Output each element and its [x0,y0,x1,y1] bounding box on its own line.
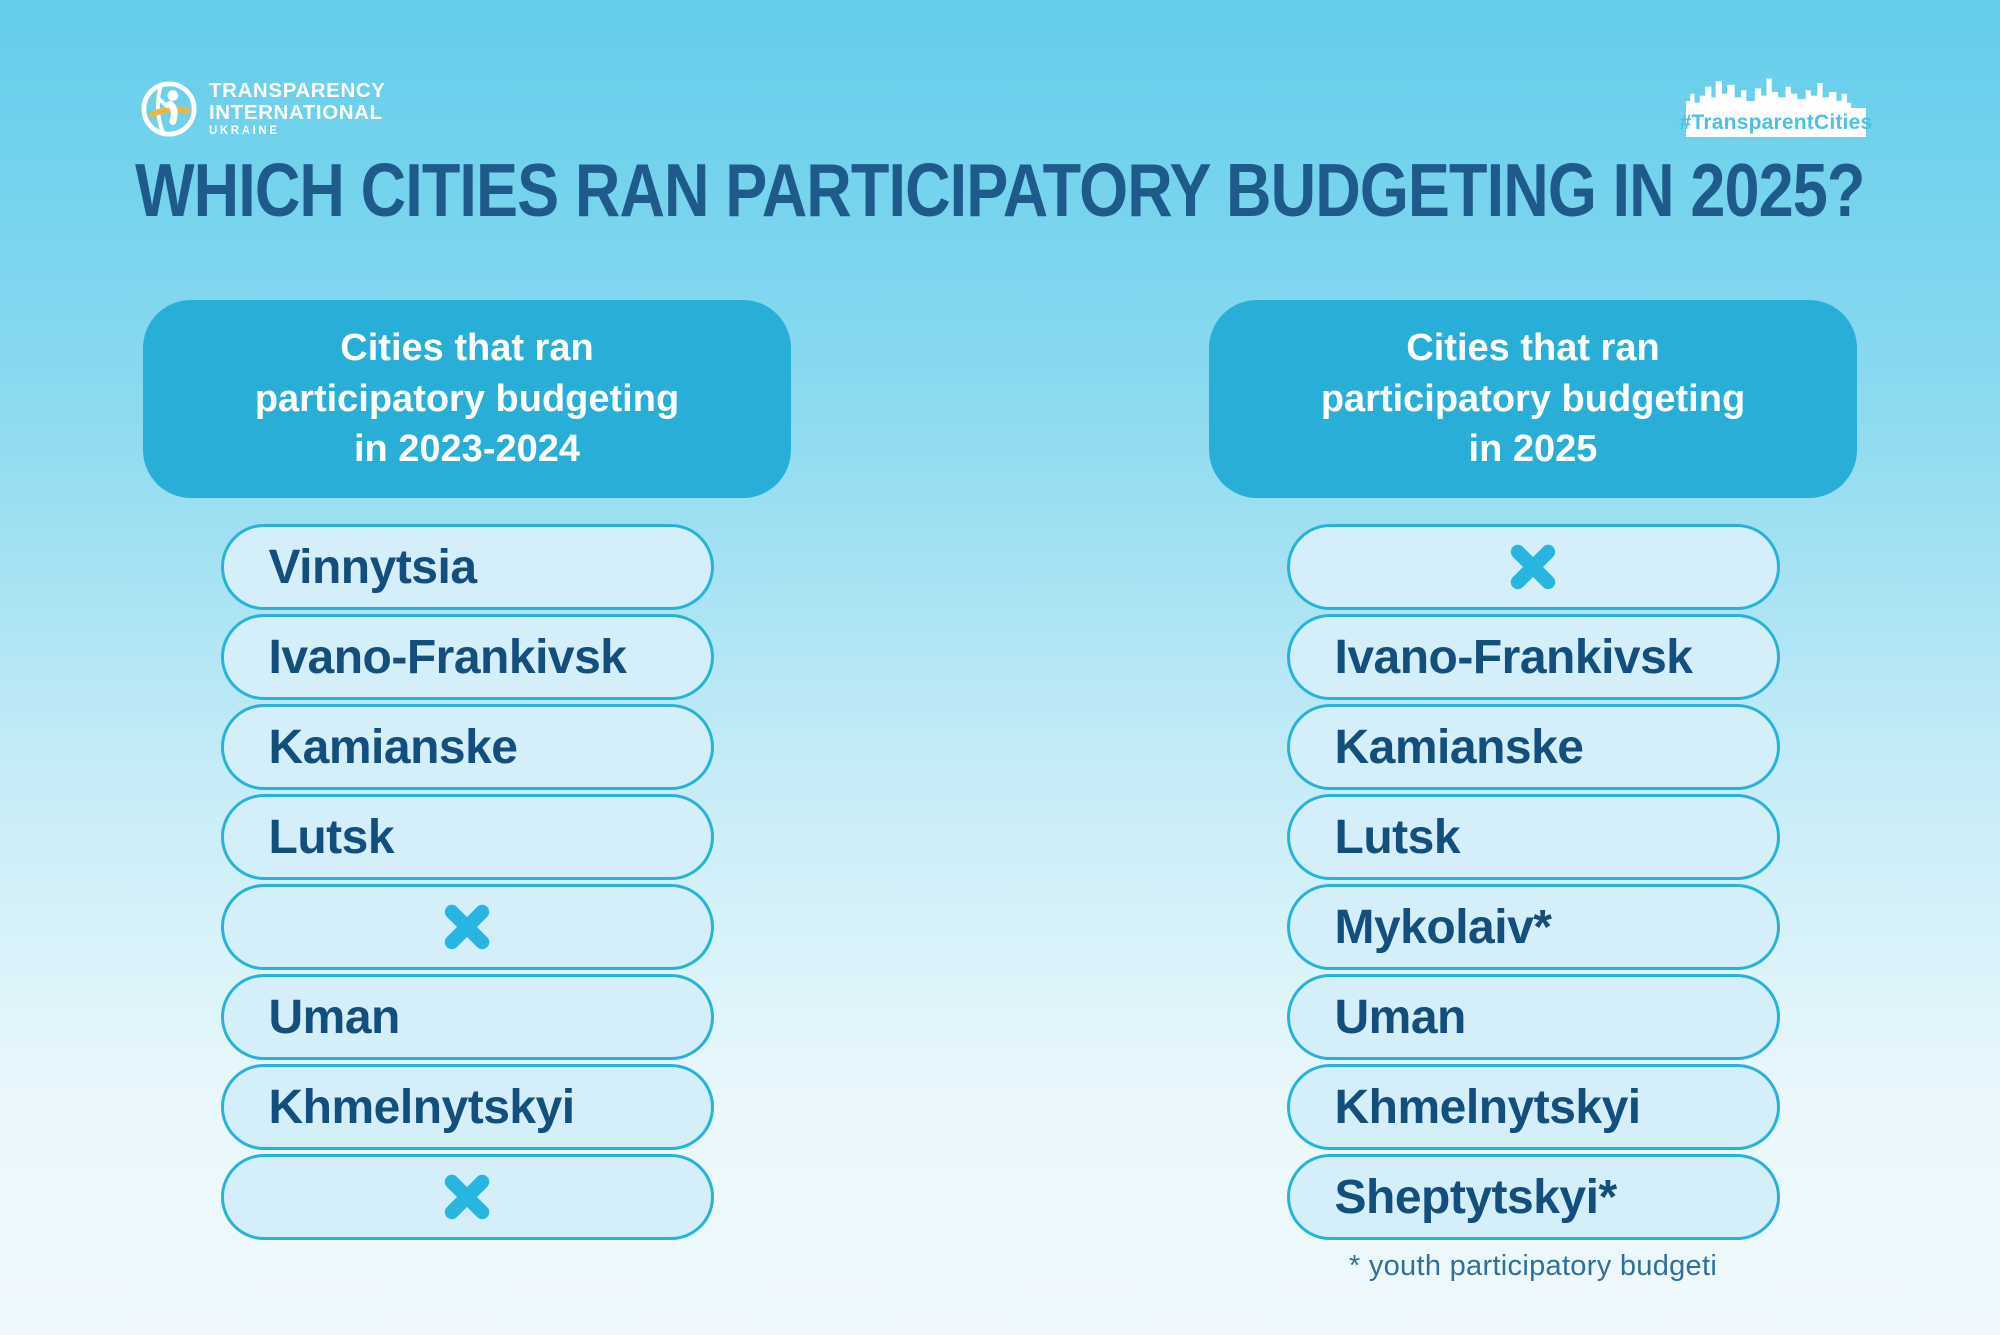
city-name: Vinnytsia [268,540,478,594]
city-pill: Khmelnytskyi [1286,1064,1780,1150]
city-name: Lutsk [268,810,395,864]
city-pill: Kamianske [220,704,714,790]
city-pill: Uman [220,974,714,1060]
city-pill: Ivano-Frankivsk [1286,614,1780,700]
city-name: Khmelnytskyi [268,1080,576,1134]
ti-logo-country: UKRAINE [209,124,280,137]
city-pill: Khmelnytskyi [220,1064,714,1150]
city-pill: Lutsk [220,794,714,880]
no-city-pill [220,1154,714,1240]
hashtag-box: #TransparentCities [1680,108,1872,137]
city-name: Uman [268,990,401,1044]
city-name: Mykolaiv* [1334,900,1552,954]
column-2025: Cities that ran participatory budgeting … [1209,300,1857,1283]
page-title: WHICH CITIES RAN PARTICIPATORY BUDGETING… [0,147,2000,233]
hashtag-label: #TransparentCities [1679,110,1873,134]
ti-logo-line1: TRANSPARENCY [209,79,386,103]
city-name: Ivano-Frankivsk [1334,630,1693,684]
city-pill: Kamianske [1286,704,1780,790]
city-pill: Ivano-Frankivsk [220,614,714,700]
city-name: Kamianske [268,720,518,774]
city-name: Ivano-Frankivsk [268,630,627,684]
no-city-pill [1286,524,1780,610]
page-title-text: WHICH CITIES RAN PARTICIPATORY BUDGETING… [135,147,1865,233]
no-city-pill [220,884,714,970]
city-skyline-icon [1686,78,1852,110]
city-pill: Vinnytsia [220,524,714,610]
x-mark-icon [444,1174,490,1220]
column-2023-2024: Cities that ran participatory budgeting … [143,300,791,1244]
transparency-international-logo: TRANSPARENCY INTERNATIONAL UKRAINE [140,80,386,138]
city-list-2025: Ivano-Frankivsk Kamianske Lutsk Mykolaiv* Um… [1286,524,1780,1240]
column-header-2023-2024: Cities that ran participatory budgeting … [143,300,791,498]
city-name: Lutsk [1334,810,1461,864]
city-pill: Sheptytskyi* [1286,1154,1780,1240]
city-name: Khmelnytskyi [1334,1080,1642,1134]
city-pill: Uman [1286,974,1780,1060]
ti-logo-line2: INTERNATIONAL [209,100,383,124]
x-mark-icon [444,904,490,950]
column-header-2025: Cities that ran participatory budgeting … [1209,300,1857,498]
x-mark-icon [1510,544,1556,590]
city-name: Uman [1334,990,1467,1044]
city-pill: Lutsk [1286,794,1780,880]
ti-logo-text: TRANSPARENCY INTERNATIONAL UKRAINE [209,80,386,138]
ti-globe-icon [141,81,197,137]
city-pill: Mykolaiv* [1286,884,1780,970]
city-name: Sheptytskyi* [1334,1170,1618,1224]
city-name: Kamianske [1334,720,1584,774]
transparent-cities-badge: #TransparentCities [1680,74,1872,137]
city-list-2023-2024: Vinnytsia Ivano-Frankivsk Kamianske Lutsk Um… [220,524,714,1240]
footnote: * youth participatory budgeti [1348,1250,1718,1282]
